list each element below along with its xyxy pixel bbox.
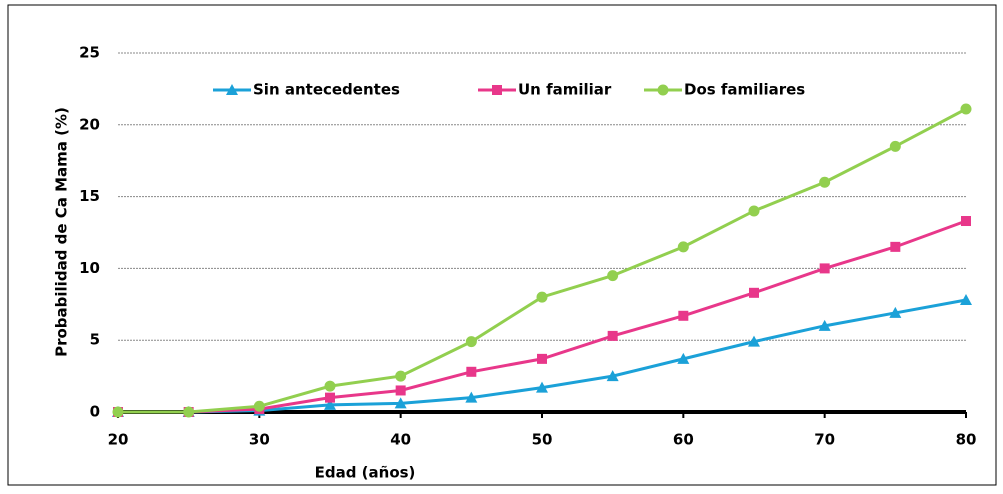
marker [183, 406, 195, 418]
marker [889, 140, 901, 152]
marker [890, 241, 901, 252]
marker [537, 353, 547, 364]
marker [465, 391, 478, 403]
marker [819, 263, 830, 274]
marker [394, 397, 407, 409]
marker [748, 205, 760, 217]
marker [325, 392, 335, 403]
x-tick-label: 50 [532, 431, 553, 449]
legend-label: Un familiar [518, 81, 612, 99]
marker [677, 352, 690, 364]
marker [819, 176, 831, 188]
y-axis-label: Probabilidad de Ca Mama (%) [53, 107, 71, 357]
marker [395, 385, 406, 396]
marker [324, 398, 336, 410]
marker [657, 84, 669, 96]
marker [678, 310, 689, 321]
marker [466, 366, 477, 377]
marker [960, 103, 972, 115]
marker [536, 381, 548, 393]
marker [536, 291, 548, 303]
marker [961, 216, 971, 227]
x-tick-label: 30 [249, 431, 270, 449]
series-line [118, 107, 967, 414]
x-tick-label: 60 [673, 431, 694, 449]
legend-label: Sin antecedentes [253, 81, 400, 99]
marker [749, 287, 759, 298]
x-tick-label: 80 [956, 431, 977, 449]
marker [677, 241, 689, 253]
y-tick-label: 5 [90, 331, 100, 349]
marker [395, 370, 407, 382]
x-tick-label: 40 [390, 431, 411, 449]
x-tick-label: 20 [108, 431, 129, 449]
marker [492, 85, 502, 95]
marker [889, 306, 902, 318]
marker [607, 330, 618, 341]
marker [253, 400, 265, 412]
marker [226, 84, 238, 95]
marker [748, 335, 760, 347]
y-tick-label: 20 [79, 115, 100, 133]
y-tick-label: 10 [79, 259, 100, 277]
marker [324, 380, 336, 392]
marker [818, 319, 831, 331]
marker [960, 293, 972, 305]
legend-label: Dos familiares [684, 81, 805, 99]
marker [607, 270, 619, 282]
marker [112, 406, 124, 418]
y-tick-label: 0 [90, 403, 100, 421]
y-tick-label: 15 [79, 187, 100, 205]
x-tick-label: 70 [814, 431, 835, 449]
x-axis-label: Edad (años) [315, 464, 416, 482]
y-tick-label: 25 [79, 44, 100, 62]
marker [465, 336, 477, 348]
marker [606, 370, 619, 382]
chart-frame [7, 4, 997, 486]
